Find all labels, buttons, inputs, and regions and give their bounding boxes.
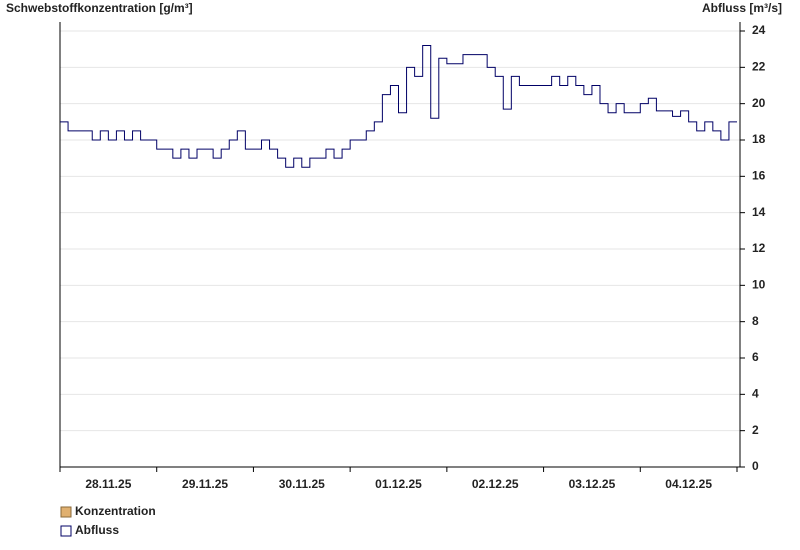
legend-swatch xyxy=(60,506,72,518)
y-axis-label: Schwebstoffkonzentration [g/m³] xyxy=(6,1,193,15)
y2-tick-label: 20 xyxy=(752,96,766,110)
y2-tick-label: 18 xyxy=(752,132,766,146)
data-line xyxy=(60,45,737,168)
y2-tick-label: 8 xyxy=(752,314,759,328)
x-tick-label: 03.12.25 xyxy=(569,477,616,491)
x-tick-label: 29.11.25 xyxy=(182,477,228,491)
y2-tick-label: 24 xyxy=(752,23,766,37)
legend-label: Konzentration xyxy=(75,504,156,518)
y2-tick-label: 4 xyxy=(752,387,759,401)
x-tick-label: 04.12.25 xyxy=(665,477,712,491)
y2-tick-label: 12 xyxy=(752,241,766,255)
y2-tick-label: 16 xyxy=(752,169,766,183)
y2-tick-label: 10 xyxy=(752,278,766,292)
y2-tick-label: 2 xyxy=(752,423,759,437)
y2-tick-label: 14 xyxy=(752,205,766,219)
x-tick-label: 28.11.25 xyxy=(85,477,131,491)
legend-label: Abfluss xyxy=(75,523,119,537)
y2-tick-label: 22 xyxy=(752,60,766,74)
legend-swatch xyxy=(60,525,72,537)
x-tick-label: 01.12.25 xyxy=(375,477,422,491)
x-tick-label: 30.11.25 xyxy=(279,477,325,491)
x-tick-label: 02.12.25 xyxy=(472,477,519,491)
y2-tick-label: 0 xyxy=(752,459,759,473)
y2-tick-label: 6 xyxy=(752,350,759,364)
y2-axis-label: Abfluss [m³/s] xyxy=(702,1,782,15)
